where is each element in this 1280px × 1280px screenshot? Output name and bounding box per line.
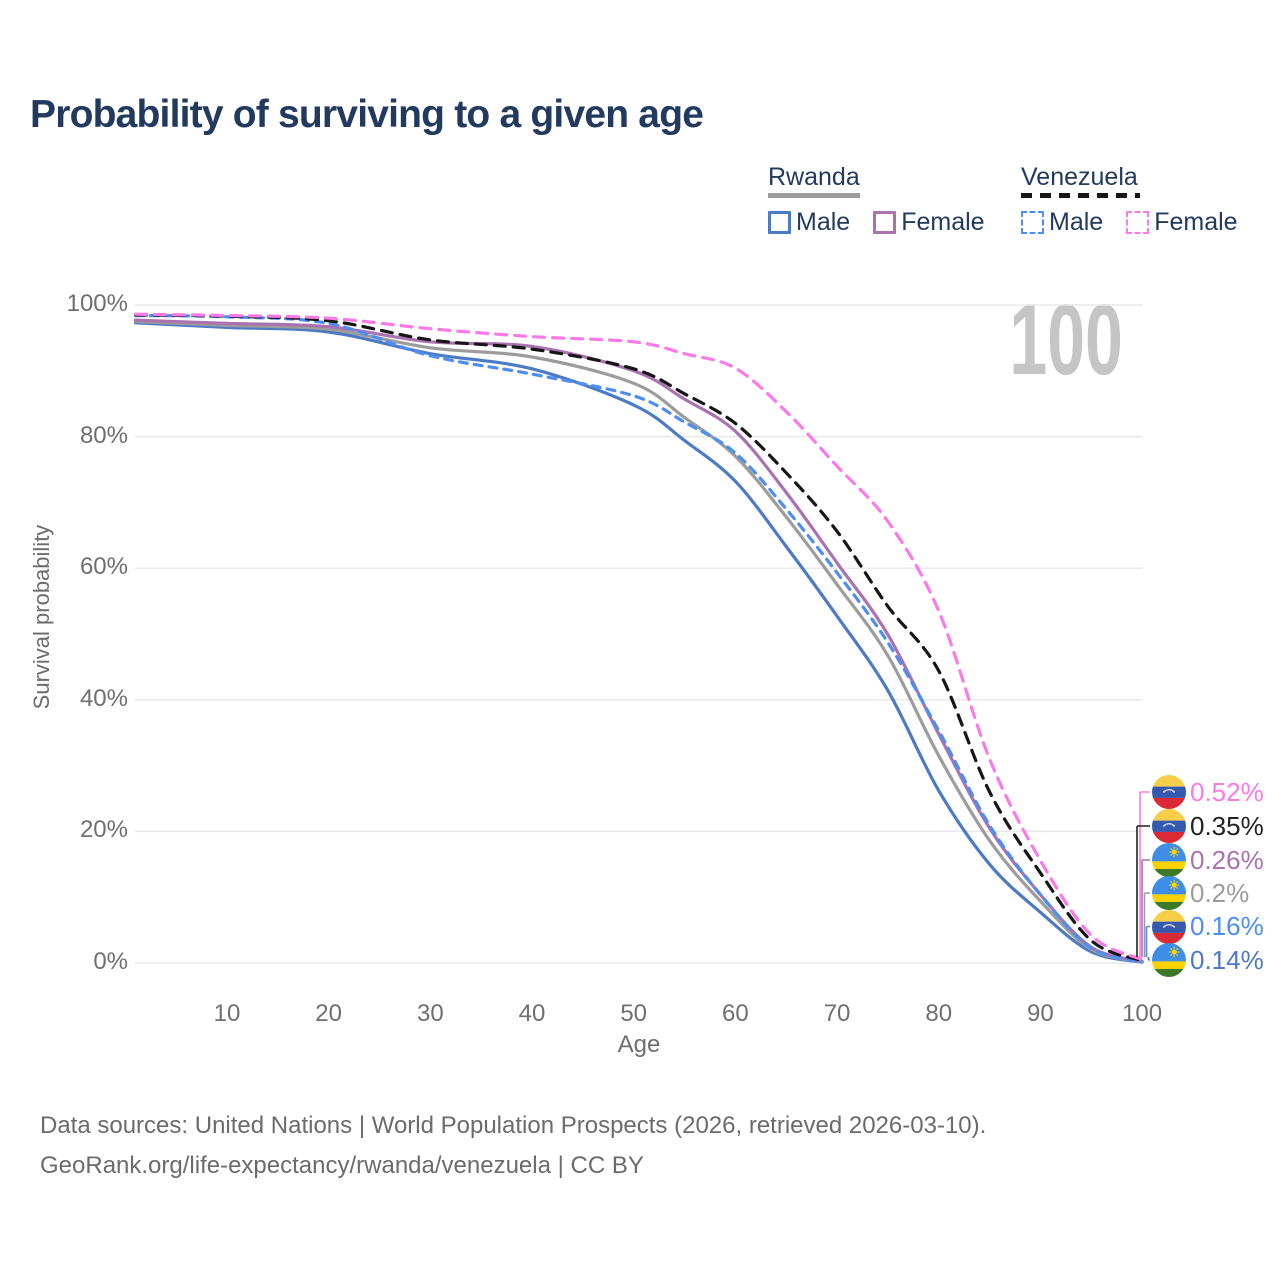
end-value-rwanda-male: 0.14% <box>1190 944 1264 975</box>
rwanda-flag-icon <box>1152 843 1186 877</box>
x-axis-title: Age <box>617 1031 661 1058</box>
legend-item-venezuela-female[interactable]: Female <box>1126 208 1238 237</box>
connector-rwanda-male <box>1147 957 1150 961</box>
end-value-venezuela-combined: 0.35% <box>1190 810 1264 841</box>
curve-rwanda-combined[interactable] <box>133 319 1144 964</box>
x-tick-50: 50 <box>620 1000 648 1027</box>
venezuela-flag-icon <box>1152 775 1186 809</box>
legend-country-rwanda[interactable]: Rwanda <box>768 163 860 191</box>
connector-venezuela-combined <box>1136 825 1150 957</box>
end-label-rwanda-male: 0.14% <box>1152 943 1264 977</box>
end-value-venezuela-female: 0.52% <box>1190 776 1264 807</box>
venezuela-male-swatch-icon <box>1021 211 1044 234</box>
y-tick-20: 20% <box>79 816 128 844</box>
connector-venezuela-male <box>1145 925 1150 957</box>
y-tick-0: 0% <box>93 948 128 975</box>
legend-item-venezuela-male[interactable]: Male <box>1021 208 1103 237</box>
footer-data-sources: Data sources: United Nations | World Pop… <box>40 1112 987 1139</box>
x-tick-90: 90 <box>1027 1000 1054 1027</box>
y-tick-100: 100% <box>66 290 128 317</box>
connector-rwanda-female <box>1141 859 1150 957</box>
venezuela-female-swatch-icon <box>1126 211 1150 234</box>
rwanda-line-swatch <box>768 193 860 198</box>
venezuela-flag-icon <box>1152 809 1186 843</box>
x-tick-10: 10 <box>213 1000 241 1027</box>
y-tick-60: 60% <box>79 553 128 581</box>
x-tick-30: 30 <box>416 1000 444 1027</box>
venezuela-flag-icon <box>1152 909 1186 944</box>
curve-venezuela-male[interactable] <box>133 313 1144 964</box>
rwanda-female-swatch-icon <box>873 211 897 234</box>
end-label-rwanda-female: 0.26% <box>1152 843 1264 877</box>
connector-rwanda-combined <box>1143 892 1150 957</box>
legend-group-venezuela: Venezuela Male Female <box>1021 163 1238 237</box>
legend-country-venezuela[interactable]: Venezuela <box>1021 163 1138 191</box>
connector-venezuela-female <box>1139 791 1150 957</box>
x-tick-20: 20 <box>315 1000 342 1027</box>
end-label-rwanda-combined: 0.2% <box>1152 876 1249 910</box>
x-tick-100: 100 <box>1122 1000 1163 1027</box>
legend-label-rwanda-male: Male <box>796 208 851 236</box>
footer-attribution: GeoRank.org/life-expectancy/rwanda/venez… <box>40 1152 644 1179</box>
curve-venezuela-female[interactable] <box>133 312 1144 962</box>
x-tick-40: 40 <box>518 1000 546 1027</box>
legend-item-rwanda-female[interactable]: Female <box>873 208 985 237</box>
y-tick-40: 40% <box>79 684 128 712</box>
legend-label-venezuela-male: Male <box>1049 208 1104 236</box>
rwanda-male-swatch-icon <box>768 211 791 234</box>
end-value-rwanda-female: 0.26% <box>1190 844 1264 875</box>
curve-rwanda-male[interactable] <box>133 321 1144 964</box>
legend-label-venezuela-female: Female <box>1154 208 1238 236</box>
venezuela-line-swatch <box>1021 193 1140 198</box>
page-title: Probability of surviving to a given age <box>30 93 704 136</box>
end-label-venezuela-combined: 0.35% <box>1152 809 1264 843</box>
rwanda-flag-icon <box>1152 943 1186 977</box>
legend-group-rwanda: Rwanda Male Female <box>768 163 985 237</box>
legend-item-rwanda-male[interactable]: Male <box>768 208 850 237</box>
end-label-venezuela-female: 0.52% <box>1152 775 1264 809</box>
x-tick-60: 60 <box>722 1000 749 1027</box>
x-tick-80: 80 <box>925 1000 953 1027</box>
y-tick-80: 80% <box>79 421 128 449</box>
curve-venezuela-combined[interactable] <box>133 313 1144 963</box>
age-counter-watermark: 100 <box>1009 284 1123 396</box>
x-tick-70: 70 <box>823 1000 851 1027</box>
legend-label-rwanda-female: Female <box>901 208 985 236</box>
end-value-venezuela-male: 0.16% <box>1190 911 1264 941</box>
footer: Data sources: United Nations | World Pop… <box>40 1106 986 1186</box>
end-label-venezuela-male: 0.16% <box>1152 909 1264 944</box>
end-value-rwanda-combined: 0.2% <box>1190 877 1250 908</box>
rwanda-flag-icon <box>1152 876 1186 910</box>
